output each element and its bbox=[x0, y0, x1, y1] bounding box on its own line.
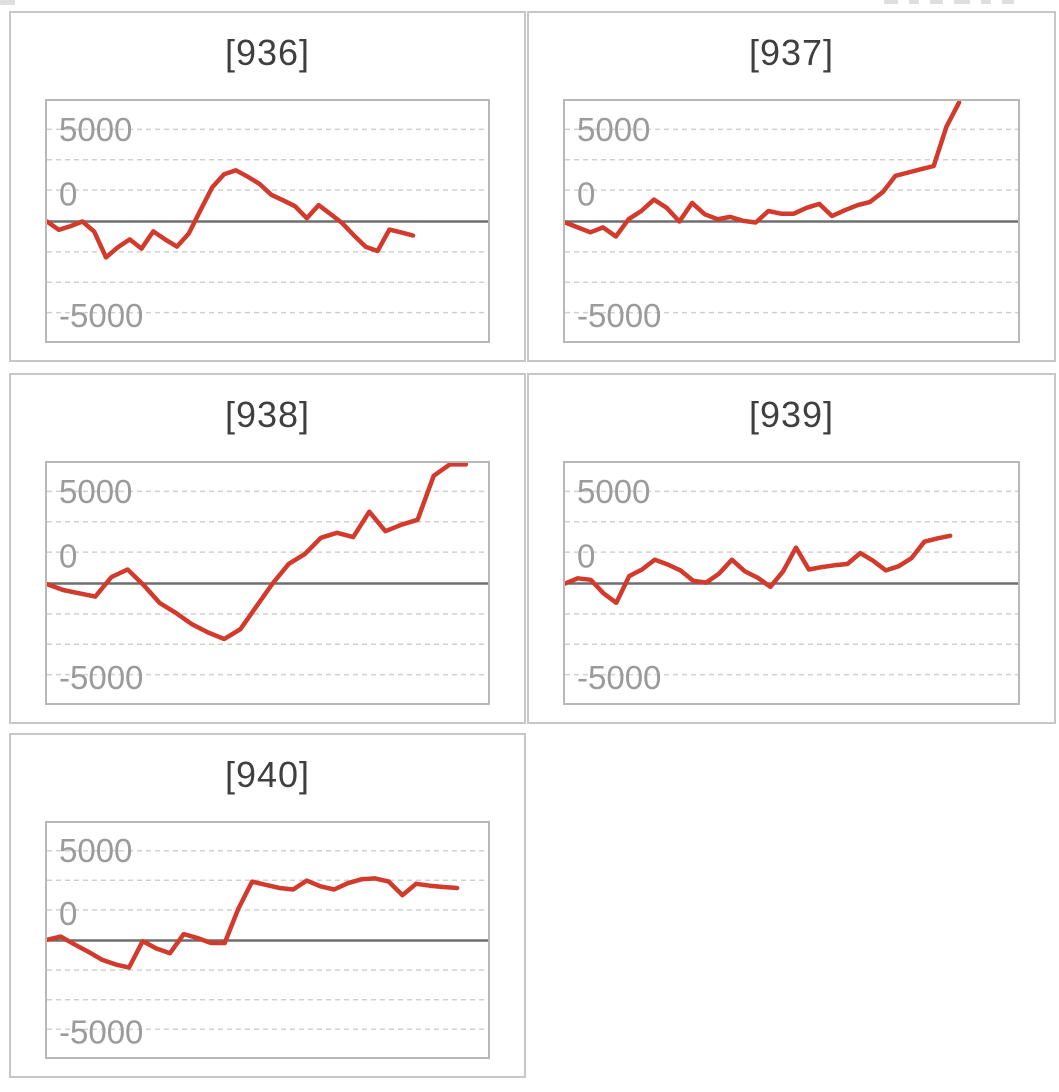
y-axis-label: -5000 bbox=[59, 659, 143, 696]
y-axis-label: 5000 bbox=[577, 111, 650, 148]
cropped-text-fragments-top-right bbox=[884, 0, 1014, 4]
y-axis-label: 5000 bbox=[59, 832, 132, 869]
chart-card-937: [937] 5000 0 -5000 bbox=[527, 11, 1056, 362]
cropped-glyph bbox=[909, 0, 919, 4]
series-line bbox=[47, 463, 469, 642]
cropped-text-fragment-top-left bbox=[0, 0, 15, 5]
series-line bbox=[565, 533, 953, 606]
plot-area-939: 5000 0 -5000 bbox=[563, 461, 1020, 705]
cropped-glyph bbox=[930, 0, 943, 4]
y-axis-label: 0 bbox=[59, 895, 77, 932]
chart-card-938: [938] 5000 0 -5000 bbox=[9, 373, 526, 724]
y-axis-label: 5000 bbox=[59, 473, 132, 510]
y-axis-label: -5000 bbox=[577, 659, 661, 696]
y-axis-label: 5000 bbox=[577, 473, 650, 510]
plot-area-937: 5000 0 -5000 bbox=[563, 99, 1020, 343]
chart-canvas: 5000 0 -5000 bbox=[47, 832, 488, 1051]
cropped-glyph bbox=[1002, 0, 1014, 4]
chart-title-937: [937] bbox=[748, 32, 835, 73]
cropped-glyph bbox=[954, 0, 970, 4]
plot-area-940: 5000 0 -5000 bbox=[45, 821, 490, 1059]
chart-canvas: 5000 0 -5000 bbox=[47, 111, 488, 334]
chart-title-938: [938] bbox=[224, 394, 311, 435]
cropped-glyph bbox=[981, 0, 991, 4]
chart-canvas: 5000 0 -5000 bbox=[565, 101, 1018, 334]
y-axis-label: -5000 bbox=[577, 297, 661, 334]
chart-title-939: [939] bbox=[748, 394, 835, 435]
chart-canvas: 5000 0 -5000 bbox=[47, 463, 488, 696]
plot-area-936: 5000 0 -5000 bbox=[45, 99, 490, 343]
y-axis-label: -5000 bbox=[59, 1014, 143, 1051]
chart-card-939: [939] 5000 0 -5000 bbox=[527, 373, 1056, 724]
series-line bbox=[47, 876, 460, 970]
y-axis-label: -5000 bbox=[59, 297, 143, 334]
y-axis-label: 0 bbox=[577, 176, 595, 213]
chart-card-936: [936] 5000 0 -5000 bbox=[9, 11, 526, 362]
y-axis-label: 0 bbox=[59, 176, 77, 213]
cropped-glyph bbox=[884, 0, 898, 4]
chart-canvas: 5000 0 -5000 bbox=[565, 473, 1018, 696]
series-line bbox=[565, 101, 962, 239]
series-line bbox=[47, 168, 416, 260]
y-axis-label: 0 bbox=[59, 538, 77, 575]
y-axis-label: 5000 bbox=[59, 111, 132, 148]
chart-card-940: [940] 5000 0 -5000 bbox=[9, 733, 526, 1078]
chart-title-940: [940] bbox=[224, 754, 311, 795]
plot-area-938: 5000 0 -5000 bbox=[45, 461, 490, 705]
chart-title-936: [936] bbox=[224, 32, 311, 73]
y-axis-label: 0 bbox=[577, 538, 595, 575]
